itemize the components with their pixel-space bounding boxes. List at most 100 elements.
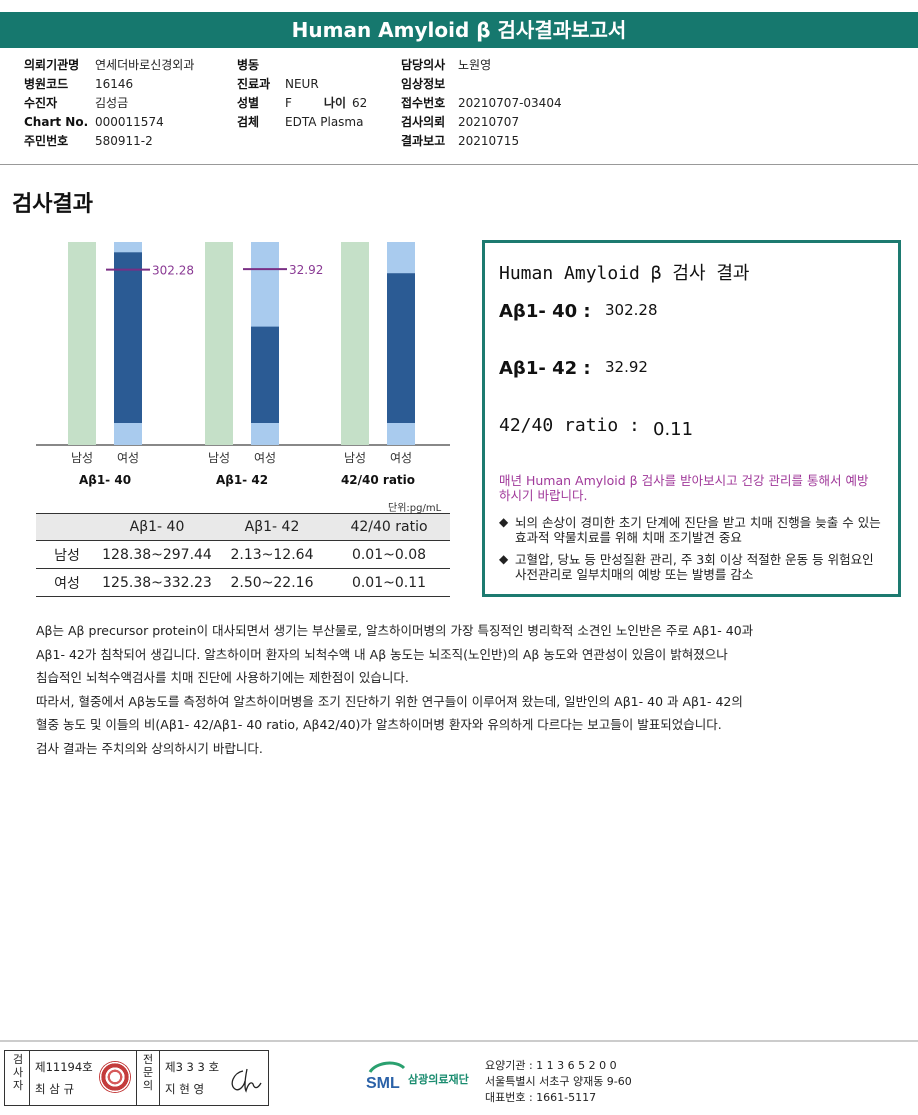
group-label: Aβ1- 40: [79, 473, 131, 487]
info-label: 결과보고: [401, 134, 446, 148]
table-cell: 0.01~0.11: [328, 568, 450, 597]
report-title: Human Amyloid β 검사결과보고서: [0, 12, 918, 48]
description-line: 따라서, 혈중에서 Aβ농도를 측정하여 알츠하이머병을 조기 진단하기 위한 …: [36, 693, 743, 709]
foundation-name: 삼광의료재단: [408, 1073, 469, 1086]
bullet-item: ◆ 뇌의 손상이 경미한 초기 단계에 진단을 받고 치매 진행을 늦출 수 있…: [499, 515, 887, 545]
patient-value-label: 32.92: [289, 263, 323, 277]
reviewer-name: 지 현 영: [165, 1082, 205, 1096]
examiner-license: 제11194호: [35, 1060, 93, 1074]
description-line: Aβ는 Aβ precursor protein이 대사되면서 생기는 부산물로…: [36, 623, 754, 638]
section-title: 검사결과: [12, 192, 93, 217]
ab40-value: 302.28: [605, 301, 658, 319]
sub-label-female: 여성: [390, 451, 412, 465]
info-label: 주민번호: [24, 134, 69, 148]
sml-logo: SML 삼광의료재단: [366, 1058, 486, 1098]
info-label: 검사의뢰: [401, 115, 446, 129]
table-row: 남성 128.38~297.44 2.13~12.64 0.01~0.08: [36, 540, 450, 569]
reference-table: Aβ1- 40 Aβ1- 42 42/40 ratio 남성 128.38~29…: [36, 513, 450, 597]
info-value: 580911-2: [95, 134, 153, 148]
amyloid-range-chart: 302.28 남성 여성 Aβ1- 40 32.92 남성 여성 Aβ1- 42 남성 여성 42/…: [36, 242, 450, 487]
info-value: 연세더바로신경외과: [95, 58, 195, 72]
table-cell: 128.38~297.44: [98, 540, 216, 569]
ab42-label: Aβ1- 42 :: [499, 358, 591, 379]
description-line: 검사 결과는 주치의와 상의하시기 바랍니다.: [36, 740, 263, 756]
male-bar: [68, 242, 96, 445]
institution-code: 요양기관 : 1 1 3 6 5 2 0 0: [485, 1059, 617, 1072]
sml-logo-text: SML: [366, 1075, 400, 1092]
bullet-text: 뇌의 손상이 경미한 초기 단계에 진단을 받고 치매 진행을 늦출 수 있는 …: [515, 515, 881, 545]
female-range-bar: [114, 252, 142, 423]
group-label: Aβ1- 42: [216, 473, 268, 487]
info-label: 담당의사: [401, 58, 446, 72]
info-label: 임상정보: [401, 77, 446, 91]
unit-label: 단위:pg/mL: [388, 503, 442, 514]
female-range-bar: [251, 326, 279, 423]
info-label: 접수번호: [401, 96, 446, 110]
diamond-icon: ◆: [499, 552, 509, 566]
divider: [159, 1051, 160, 1105]
info-value: 김성금: [95, 96, 129, 110]
table-header: [36, 513, 98, 541]
male-bar: [341, 242, 369, 445]
sub-label-male: 남성: [71, 451, 93, 465]
table-cell: 남성: [36, 540, 98, 569]
info-value: 16146: [95, 77, 134, 91]
recommendation-note: 매년 Human Amyloid β 검사를 받아보시고 건강 관리를 통해서 …: [499, 473, 869, 503]
group-label: 42/40 ratio: [341, 473, 415, 487]
sex-label: 성별: [237, 96, 260, 110]
female-range-bar: [387, 273, 415, 423]
description-line: Aβ1- 42가 침착되어 생깁니다. 알츠하이머 환자의 뇌척수액 내 Aβ …: [36, 646, 728, 662]
table-cell: 0.01~0.08: [328, 540, 450, 569]
age-label: 나이: [323, 96, 346, 110]
divider: [29, 1051, 30, 1105]
examiner-name: 최 삼 규: [35, 1082, 75, 1096]
patient-info-middle: 병동 진료과 NEUR 성별 F 나이 62 검체 EDTA Plasma: [237, 56, 367, 132]
sex-value: F: [285, 96, 292, 110]
result-box-title: Human Amyloid β 검사 결과: [499, 263, 750, 284]
table-row: 여성 125.38~332.23 2.50~22.16 0.01~0.11: [36, 568, 450, 597]
ab40-label: Aβ1- 40 :: [499, 301, 591, 322]
description: Aβ는 Aβ precursor protein이 대사되면서 생기는 부산물로…: [36, 619, 896, 760]
ward-label: 병동: [237, 58, 260, 72]
institution-phone: 대표번호 : 1661-5117: [485, 1091, 597, 1104]
institution-info: 요양기관 : 1 1 3 6 5 2 0 0 서울특별시 서초구 양재동 9-6…: [485, 1058, 632, 1106]
bullet-text: 고혈압, 당뇨 등 만성질환 관리, 주 3회 이상 적절한 운동 등 위험요인…: [515, 552, 874, 582]
sub-label-male: 남성: [344, 451, 366, 465]
patient-info-right: 담당의사 노원영 임상정보 접수번호 20210707-03404 검사의뢰 2021…: [401, 56, 562, 151]
table-header: 42/40 ratio: [328, 513, 450, 541]
specimen-value: EDTA Plasma: [285, 115, 364, 129]
table-header: Aβ1- 40: [98, 513, 216, 541]
info-label: Chart No.: [24, 115, 89, 129]
ratio-value: 0.11: [653, 419, 694, 440]
ab42-value: 32.92: [605, 358, 648, 376]
header-divider: [0, 164, 918, 165]
dept-label: 진료과: [237, 77, 271, 91]
reviewer-license: 제3 3 3 호: [165, 1060, 220, 1074]
sub-label-male: 남성: [208, 451, 230, 465]
institution-address: 서울특별시 서초구 양재동 9-60: [485, 1075, 632, 1088]
result-box: Human Amyloid β 검사 결과 Aβ1- 40 : 302.28 A…: [482, 240, 901, 597]
age-value: 62: [352, 96, 368, 110]
patient-value-label: 302.28: [152, 264, 194, 278]
info-label: 병원코드: [24, 77, 69, 91]
seal-stamp-icon: [99, 1061, 131, 1093]
info-value: 000011574: [95, 115, 164, 129]
divider: [136, 1051, 137, 1105]
info-value: 20210707: [458, 115, 520, 129]
table-cell: 125.38~332.23: [98, 568, 216, 597]
specimen-label: 검체: [237, 115, 260, 129]
sml-logo-icon: SML: [366, 1061, 406, 1092]
description-line: 침습적인 뇌척수액검사를 치매 진단에 사용하기에는 제한점이 있습니다.: [36, 670, 409, 685]
info-value: 20210715: [458, 134, 520, 148]
diamond-icon: ◆: [499, 515, 509, 529]
ratio-label: 42/40 ratio :: [499, 415, 640, 436]
patient-info-left: 의뢰기관명 연세더바로신경외과 병원코드 16146 수진자 김성금 Chart No…: [24, 56, 194, 151]
table-header: Aβ1- 42: [216, 513, 328, 541]
footer-divider: [0, 1040, 918, 1042]
sub-label-female: 여성: [117, 451, 139, 465]
info-label: 수진자: [24, 96, 58, 110]
description-line: 혈중 농도 및 이들의 비(Aβ1- 42/Aβ1- 40 ratio, Aβ4…: [36, 717, 722, 732]
